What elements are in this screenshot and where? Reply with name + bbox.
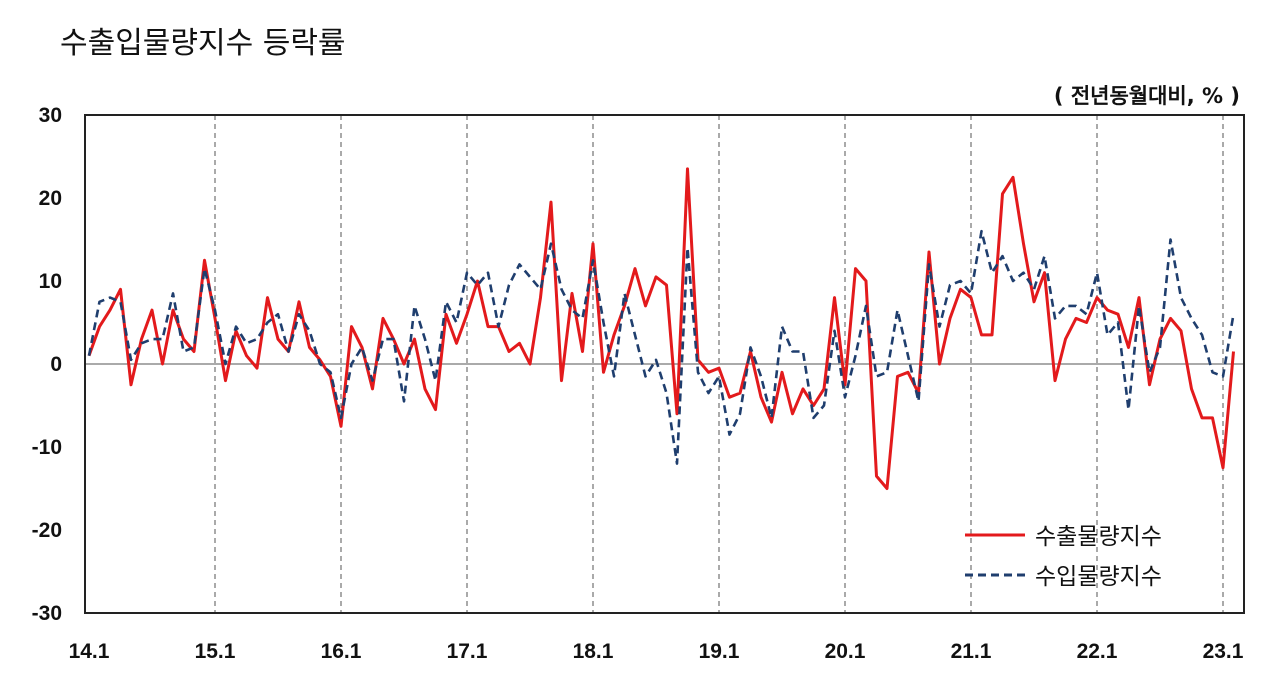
plot-frame [84,114,1245,614]
grid-layer [85,115,1244,613]
y-tick-label: 0 [50,353,62,376]
legend-label-import: 수입물량지수 [1035,564,1162,590]
y-tick-label: -10 [32,436,62,459]
x-tick-label: 19.1 [699,640,740,663]
x-tick-label: 17.1 [447,640,488,663]
x-tick-label: 20.1 [825,640,866,663]
y-tick-label: 10 [39,270,62,293]
y-tick-label: 20 [39,187,62,210]
series-line-import [87,229,1235,465]
x-tick-label: 18.1 [573,640,614,663]
axis-layer: 14.1 15.1 16.1 17.1 18.1 19.1 20.1 21.1 22.1 23.1… [32,104,1244,663]
x-tick-label: 14.1 [69,640,110,663]
y-tick-label: 30 [39,104,62,127]
series-layer [87,167,1235,490]
series-line-export [87,167,1235,490]
legend-label-export: 수출물량지수 [1035,524,1162,550]
chart-title: 수출입물량지수 등락률 [60,26,346,61]
unit-label: ( 전년동월대비, % ) [1053,84,1240,108]
x-tick-label: 21.1 [951,640,992,663]
x-tick-label: 16.1 [321,640,362,663]
legend: 수출물량지수 수입물량지수 [965,524,1162,590]
y-tick-label: -30 [32,602,62,625]
x-tick-label: 23.1 [1203,640,1244,663]
y-tick-label: -20 [32,519,62,542]
x-tick-label: 22.1 [1077,640,1118,663]
x-tick-label: 15.1 [195,640,236,663]
